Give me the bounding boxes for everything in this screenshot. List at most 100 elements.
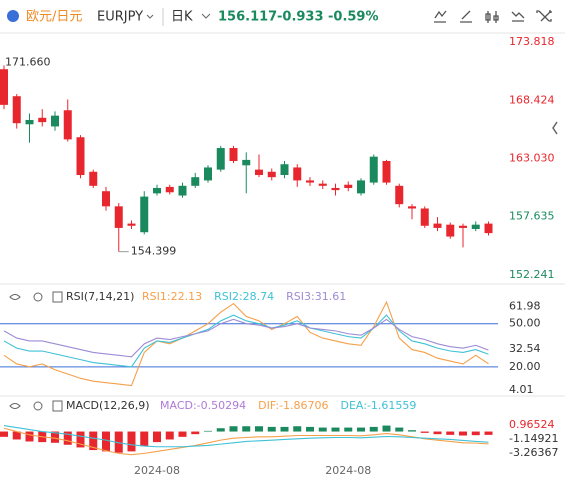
macd-bar xyxy=(102,431,110,452)
macd-bar xyxy=(140,431,149,447)
macd-bar xyxy=(0,431,8,437)
macd-bar xyxy=(114,431,123,453)
indicator-icon[interactable] xyxy=(434,10,447,23)
macd-bar xyxy=(216,428,225,432)
macd-bar xyxy=(25,431,34,442)
rsi-line xyxy=(3,318,489,358)
macd-line xyxy=(3,425,489,448)
symbol[interactable]: 欧元/日元 xyxy=(26,10,82,25)
code[interactable]: EURJPY xyxy=(97,10,143,25)
macd-bar xyxy=(255,426,263,432)
candle-body xyxy=(12,96,21,124)
rsi-line xyxy=(3,314,489,368)
panel-icon[interactable] xyxy=(52,400,63,412)
candle-body xyxy=(420,208,429,226)
candle-body xyxy=(408,206,416,209)
y-tick-label: 50.00 xyxy=(509,317,541,330)
header: 欧元/日元 EURJPY 日K 156.117 -0.933 -0.59% xyxy=(7,8,552,26)
rsi-line xyxy=(3,300,489,387)
flag-icon xyxy=(7,10,19,22)
macd-bar xyxy=(318,427,327,432)
candle-body xyxy=(0,69,8,105)
macd-bar xyxy=(178,431,187,437)
candle-body xyxy=(255,169,263,176)
y-tick-label: 152.241 xyxy=(509,268,555,281)
change: -0.933 xyxy=(277,10,324,25)
collapse-icon[interactable] xyxy=(552,121,558,135)
macd-line xyxy=(3,427,489,456)
candle-icon[interactable] xyxy=(485,11,499,23)
macd-bar xyxy=(357,427,365,432)
x-tick-label: 2024-08 xyxy=(325,464,371,477)
macd-bar xyxy=(12,431,21,440)
candle-body xyxy=(369,156,378,183)
settings-icon[interactable] xyxy=(33,292,43,302)
legend-entry: DEA:-1.61559 xyxy=(341,399,417,412)
candle-body xyxy=(204,167,212,181)
eye-icon[interactable] xyxy=(9,403,21,409)
low-label: 154.399 xyxy=(131,245,177,258)
macd-bar xyxy=(127,431,136,452)
candle-body xyxy=(344,184,353,188)
candle-body xyxy=(357,180,365,194)
high-label: 171.660 xyxy=(5,55,51,68)
legend-entry: RSI1:22.13 xyxy=(142,290,202,303)
y-tick-label: 4.01 xyxy=(509,383,534,396)
draw-icon[interactable] xyxy=(460,10,472,23)
macd-bar xyxy=(89,431,98,451)
panel-icon[interactable] xyxy=(52,291,63,303)
macd-bar xyxy=(459,431,467,436)
compare-icon[interactable] xyxy=(511,11,525,22)
macd-bar xyxy=(369,426,378,432)
candle-body xyxy=(395,185,404,205)
y-tick-label: 61.98 xyxy=(509,299,541,312)
y-tick-label: 163.030 xyxy=(509,152,555,165)
macd-bar xyxy=(153,431,161,443)
legend-entry: RSI2:28.74 xyxy=(214,290,274,303)
candle-body xyxy=(127,223,136,226)
indicator-name[interactable]: MACD(12,26,9) xyxy=(66,399,150,412)
macd-bar xyxy=(191,431,200,435)
macd-bar xyxy=(165,431,174,440)
x-tick-label: 2024-08 xyxy=(134,464,180,477)
period[interactable]: 日K xyxy=(171,10,193,25)
y-tick-label: 0.96524 xyxy=(509,418,555,431)
price: 156.117 xyxy=(218,10,277,25)
macd-bar xyxy=(395,427,404,432)
candle-body xyxy=(51,115,59,127)
candle-body xyxy=(293,167,302,181)
macd-bar xyxy=(293,426,302,432)
macd-bar xyxy=(280,426,289,432)
candle-body xyxy=(242,159,251,166)
candle-body xyxy=(114,206,123,228)
y-tick-label: 20.00 xyxy=(509,360,541,373)
candle-body xyxy=(216,148,225,170)
candle-body xyxy=(484,223,493,234)
macd-bar xyxy=(242,426,251,432)
fullscreen-icon[interactable] xyxy=(536,10,552,22)
dropdown-icon[interactable] xyxy=(201,13,211,19)
change-pct: -0.59% xyxy=(328,10,379,25)
candle-body xyxy=(102,191,110,207)
candle-body xyxy=(140,196,149,233)
eye-icon[interactable] xyxy=(9,294,21,300)
settings-icon[interactable] xyxy=(33,401,43,411)
candle-body xyxy=(280,164,289,176)
candle-body xyxy=(165,186,174,193)
dropdown-icon[interactable] xyxy=(146,14,154,19)
candle-body xyxy=(153,187,161,194)
macd-bar xyxy=(63,431,72,445)
candle-body xyxy=(25,119,34,125)
y-tick-label: 173.818 xyxy=(509,35,555,48)
macd-bar xyxy=(408,430,416,432)
indicator-name[interactable]: RSI(7,14,21) xyxy=(66,290,134,303)
candle-body xyxy=(318,183,327,186)
candle-body xyxy=(178,185,187,196)
candle-body xyxy=(331,187,340,191)
candle-body xyxy=(459,225,467,228)
candle-body xyxy=(63,110,72,140)
macd-bar xyxy=(267,426,276,432)
macd-bar xyxy=(229,426,238,432)
candle-body xyxy=(433,223,442,228)
